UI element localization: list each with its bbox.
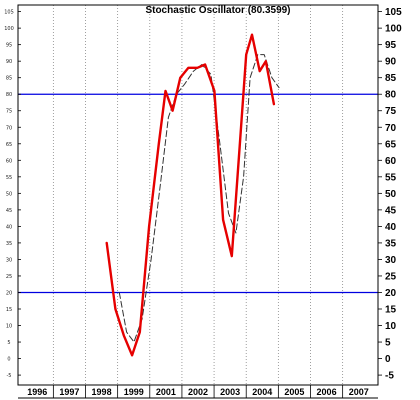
y-left-tick-label: 50 [6,191,12,197]
x-tick-label: 1996 [27,387,47,397]
y-right-tick-label: 90 [385,57,397,68]
x-tick-label: 1999 [124,387,144,397]
y-left-tick-label: 40 [6,224,12,230]
y-right-tick-label: -5 [385,371,394,382]
y-right-tick-label: 95 [385,40,397,51]
oscillator-line-solid [105,33,276,357]
x-tick-label: 2002 [188,387,208,397]
y-right-tick-label: 75 [385,106,397,117]
y-right-tick-label: 35 [385,238,397,249]
y-right-tick-label: 50 [385,189,397,200]
y-right-tick-label: 10 [385,321,397,332]
y-right-tick-label: 80 [385,90,397,101]
y-left-tick-label: 85 [6,76,12,82]
series-lines [105,33,280,357]
y-right-tick-label: 15 [385,305,397,316]
x-tick-label: 1997 [59,387,79,397]
x-tick-label: 2007 [349,387,369,397]
y-left-tick-label: 0 [7,357,10,363]
y-right-tick-label: 40 [385,222,397,233]
y-left-tick-label: 95 [6,43,12,49]
y-left-tick-label: 60 [6,158,12,164]
y-right-tick-label: 45 [385,205,397,216]
y-left-tick-label: 35 [6,241,12,247]
reference-lines [18,93,378,294]
y-left-tick-label: 10 [6,324,12,330]
y-left-tick-label: 105 [4,10,14,16]
x-axis: 1996 1997 1998 1999 2001 2002 2003 2004 2005 2006… [27,385,369,398]
y-left-tick-label: 70 [6,125,12,131]
y-right-tick-label: 30 [385,255,397,266]
y-right-tick-label: 5 [385,338,391,349]
x-tick-label: 2005 [284,387,304,397]
signal-line-dashed [118,54,280,343]
chart-title: Stochastic Oscillator (80.3599) [145,5,290,16]
x-tick-label: 2003 [220,387,240,397]
y-right-tick-label: 20 [385,288,397,299]
y-axis-right: 1051009590858075706560555045403530252015… [378,7,402,382]
y-left-tick-label: 30 [6,257,12,263]
y-right-tick-label: 60 [385,156,397,167]
y-left-tick-label: 20 [6,290,12,296]
y-right-tick-label: 55 [385,172,397,183]
y-right-tick-label: 105 [385,7,402,18]
x-tick-label: 1998 [92,387,112,397]
x-tick-label: 2001 [156,387,176,397]
y-left-tick-label: -5 [7,373,12,379]
y-right-tick-label: 0 [385,354,391,365]
y-left-tick-label: 55 [6,175,12,181]
y-left-tick-label: 45 [6,208,12,214]
y-right-tick-label: 85 [385,73,397,84]
x-tick-label: 2006 [317,387,337,397]
y-left-tick-label: 75 [6,109,12,115]
y-left-tick-label: 25 [6,274,12,280]
plot-frame [17,4,379,386]
y-left-tick-label: 100 [4,26,14,32]
y-left-tick-label: 80 [6,92,12,98]
y-left-tick-label: 65 [6,142,12,148]
y-right-tick-label: 70 [385,123,397,134]
y-left-tick-label: 90 [6,59,12,65]
x-tick-label: 2004 [252,387,272,397]
y-left-tick-label: 15 [6,307,12,313]
y-right-tick-label: 65 [385,139,397,150]
y-left-tick-label: 5 [7,340,10,346]
y-right-tick-label: 25 [385,271,397,282]
y-right-tick-label: 100 [385,24,402,35]
y-axis-left: 1051009590858075706560555045403530252015… [4,10,21,379]
